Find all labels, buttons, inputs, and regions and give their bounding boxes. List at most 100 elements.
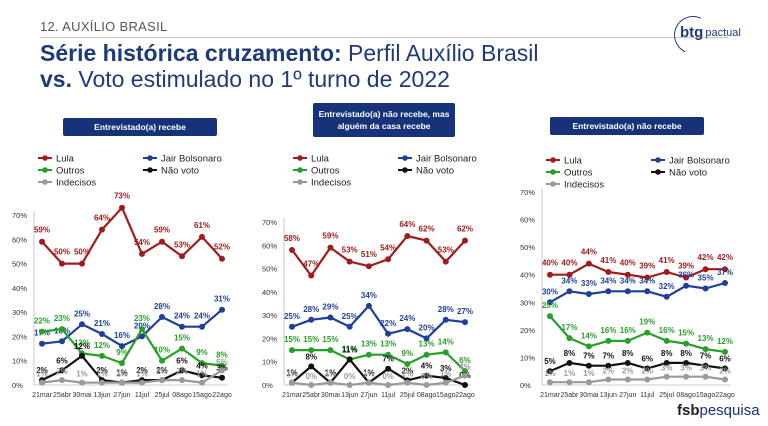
- chart1-data-label-indecisos: 1%: [136, 370, 148, 379]
- chart3-data-label-bolsonaro: 34%: [561, 276, 577, 285]
- footer-fsb: fsb: [677, 402, 700, 419]
- chart1-point-indecisos: [219, 367, 225, 374]
- chart1-data-label-nao_voto: 2%: [136, 366, 148, 375]
- chart3-point-nao_voto: [624, 359, 631, 366]
- chart2-legend-label: Jair Bolsonaro: [416, 154, 477, 165]
- chart1-point-bolsonaro: [179, 323, 185, 330]
- chart2-data-label-indecisos: 1%: [440, 370, 452, 379]
- chart1-data-label-bolsonaro: 31%: [214, 295, 230, 304]
- chart3-point-outros: [605, 337, 612, 344]
- chart2-point-nao_voto: [442, 375, 449, 382]
- chart2-data-label-nao_voto: 1%: [363, 369, 375, 378]
- chart3-legend-marker: [550, 157, 556, 163]
- chart2-data-label-indecisos: 1%: [402, 370, 414, 379]
- chart1-data-label-nao_voto: 6%: [56, 356, 68, 365]
- chart3-point-nao_voto: [605, 362, 612, 369]
- chart1-xtick-label: 08ago: [172, 392, 192, 399]
- chart3-data-label-lula: 42%: [698, 253, 714, 262]
- chart3-point-bolsonaro: [547, 299, 553, 306]
- chart3-point-lula: [605, 268, 612, 275]
- chart1-data-label-bolsonaro: 16%: [114, 331, 130, 340]
- chart1-point-nao_voto: [59, 367, 65, 374]
- chart3-legend-marker: [655, 169, 661, 175]
- footer-pesquisa: pesquisa: [699, 402, 760, 419]
- chart3-point-outros: [585, 343, 592, 350]
- chart3-ytick-label: 70%: [520, 188, 535, 197]
- chart1-point-indecisos: [139, 379, 145, 386]
- chart2-data-label-lula: 51%: [361, 250, 377, 259]
- chart3-xtick-label: 25abr: [560, 392, 579, 399]
- chart3-ytick-label: 20%: [520, 326, 535, 335]
- chart1-point-lula: [159, 238, 165, 245]
- chart2-point-bolsonaro: [346, 323, 353, 330]
- chart1-point-nao_voto: [79, 352, 85, 359]
- chart3-point-indecisos: [683, 373, 690, 380]
- chart1-point-bolsonaro: [39, 340, 45, 347]
- panel-label-2: Entrevistado(a) não recebe, mas alguém d…: [313, 103, 455, 137]
- chart3-data-label-nao_voto: 7%: [700, 352, 712, 361]
- section-label: 12. AUXÍLIO BRASIL: [40, 19, 168, 34]
- chart1-point-bolsonaro: [159, 314, 165, 320]
- chart2-xtick-label: 25jul: [400, 392, 415, 399]
- chart3-series-line-nao_voto: [549, 361, 726, 373]
- chart2-point-outros: [289, 347, 295, 354]
- chart1-data-label-indecisos: 2%: [156, 367, 168, 376]
- chart2-ytick-label: 10%: [262, 358, 277, 367]
- chart3-data-label-bolsonaro: 34%: [639, 276, 655, 285]
- chart2-data-label-outros: 15%: [284, 335, 300, 344]
- chart2-point-bolsonaro: [308, 316, 315, 323]
- chart2-data-label-nao_voto: 1%: [286, 369, 298, 378]
- chart3-legend-marker: [655, 157, 661, 163]
- chart1-data-label-bolsonaro: 24%: [174, 312, 190, 321]
- chart1-point-bolsonaro: [59, 338, 65, 345]
- chart1-data-label-lula: 61%: [194, 221, 210, 230]
- page-title: Série histórica cruzamento: Perfil Auxíl…: [40, 40, 539, 92]
- chart1-point-bolsonaro: [119, 343, 125, 350]
- chart3-data-label-lula: 40%: [542, 259, 558, 268]
- chart3-legend-label: Jair Bolsonaro: [669, 156, 730, 167]
- chart3-legend-label: Não voto: [669, 168, 707, 179]
- chart2-legend-label: Lula: [311, 154, 330, 165]
- chart1-xtick-label: 30mai: [72, 392, 92, 399]
- chart2-data-label-bolsonaro: 27%: [457, 307, 473, 316]
- chart1-point-nao_voto: [219, 374, 225, 381]
- chart1-legend-label: Não voto: [161, 166, 199, 177]
- chart1-ytick-label: 30%: [12, 308, 27, 317]
- chart3-data-label-bolsonaro: 34%: [600, 276, 616, 285]
- chart3-xtick-label: 11jul: [640, 392, 655, 399]
- chart1-point-outros: [159, 357, 165, 364]
- chart3-data-label-bolsonaro: 35%: [698, 274, 714, 283]
- fsb-pesquisa-logo: fsbpesquisa: [677, 402, 760, 419]
- chart1-point-outros: [139, 326, 145, 333]
- chart2-point-outros: [365, 351, 372, 358]
- panel-label-1: Entrevistado(a) recebe: [63, 118, 217, 136]
- chart3-data-label-outros: 17%: [561, 323, 577, 332]
- chart2-series-line-indecisos: [291, 374, 466, 387]
- chart1-point-lula: [179, 253, 185, 260]
- chart1-data-label-nao_voto: 12%: [74, 342, 90, 351]
- chart1-data-label-outros: 8%: [216, 351, 228, 360]
- chart3-ytick-label: 0%: [520, 381, 531, 390]
- chart1-ytick-label: 40%: [12, 284, 27, 293]
- chart2-legend-label: Indecisos: [311, 178, 351, 189]
- chart2-data-label-bolsonaro: 24%: [399, 314, 415, 323]
- chart1-data-label-bolsonaro: 25%: [74, 309, 90, 318]
- chart1-point-bolsonaro: [219, 306, 225, 313]
- chart2-point-indecisos: [308, 382, 315, 388]
- chart3-point-indecisos: [624, 376, 631, 383]
- chart1-legend-marker: [42, 155, 48, 161]
- chart3-data-label-lula: 41%: [600, 256, 616, 265]
- chart1-point-indecisos: [59, 377, 65, 384]
- chart3-legend-marker: [550, 181, 556, 187]
- chart2-data-label-nao_voto: 4%: [421, 362, 433, 371]
- chart3-point-lula: [644, 274, 651, 281]
- chart3-data-label-outros: 14%: [581, 331, 597, 340]
- chart3-data-label-outros: 19%: [639, 318, 655, 327]
- chart1-legend-marker: [147, 155, 153, 161]
- chart2-point-outros: [327, 347, 334, 354]
- chart2-data-label-nao_voto: 7%: [382, 355, 394, 364]
- chart2-series-line-lula: [291, 234, 466, 277]
- title-rest-2: Voto estimulado no 1º turno de 2022: [71, 66, 450, 92]
- chart2-data-label-lula: 53%: [342, 246, 358, 255]
- chart2-legend-marker: [297, 155, 303, 161]
